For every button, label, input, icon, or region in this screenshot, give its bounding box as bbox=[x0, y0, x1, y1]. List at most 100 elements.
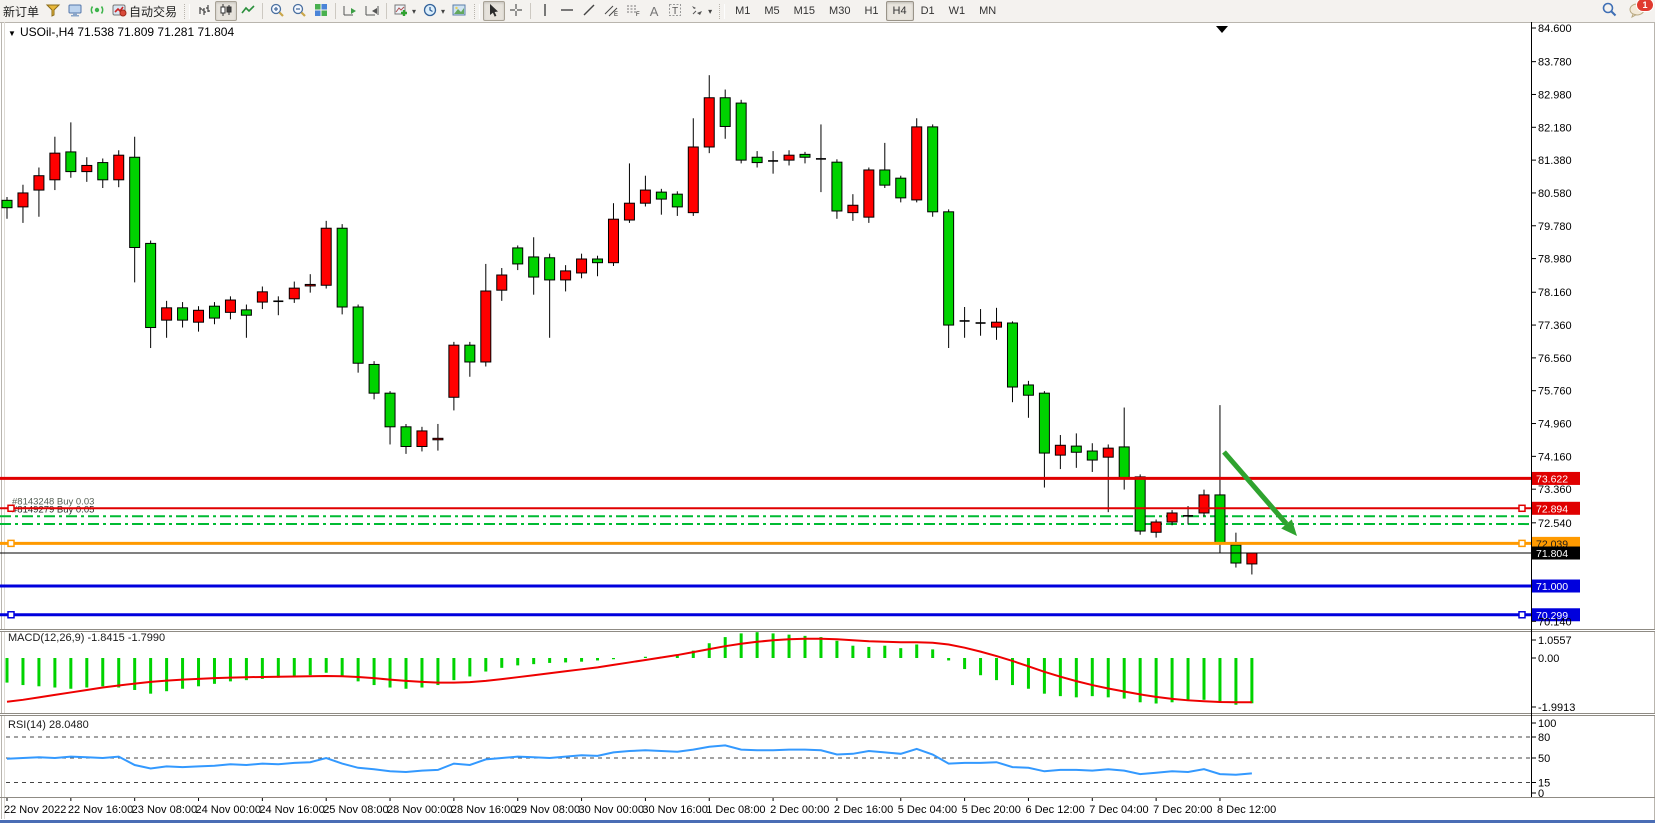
time-axis-label: 28 Nov 00:00 bbox=[387, 804, 452, 816]
cursor-icon bbox=[486, 2, 502, 21]
fibo-sub-label: F bbox=[636, 12, 640, 18]
rsi-label: RSI(14) 28.0480 bbox=[8, 719, 89, 731]
candles-chart-button[interactable] bbox=[215, 1, 238, 21]
price-axis-tick: 70.140 bbox=[1538, 616, 1572, 628]
timeframe-w1-button[interactable]: W1 bbox=[948, 5, 966, 17]
search-icon bbox=[1601, 1, 1618, 21]
macd-pane: MACD(12,26,9) -1.8415 -1.7990 bbox=[5, 632, 1254, 705]
fibonacci-button[interactable]: F bbox=[622, 1, 644, 21]
templates-button[interactable] bbox=[448, 1, 470, 21]
time-axis-label: 5 Dec 20:00 bbox=[962, 804, 1021, 816]
main-toolbar: 新订单 自动交易 ▾ ▾ bbox=[0, 0, 1655, 23]
time-axis-label: 23 Nov 08:00 bbox=[132, 804, 197, 816]
text-icon: A bbox=[649, 3, 659, 19]
toolbar-grip bbox=[184, 3, 191, 19]
chevron-down-icon: ▾ bbox=[412, 6, 417, 16]
macd-axis-tick: 0.00 bbox=[1538, 653, 1559, 665]
time-axis-label: 30 Nov 16:00 bbox=[642, 804, 707, 816]
crosshair-button[interactable] bbox=[505, 1, 527, 21]
channel-sub-label: E bbox=[614, 12, 618, 18]
new-order-label: 新订单 bbox=[3, 4, 40, 19]
toolbar-separator bbox=[530, 3, 532, 19]
arrows-icon bbox=[689, 2, 705, 21]
horizontal-line-icon bbox=[559, 2, 575, 21]
price-line-label: 73.622 bbox=[1536, 473, 1568, 485]
periods-button[interactable]: ▾ bbox=[419, 1, 448, 21]
cursor-button[interactable] bbox=[483, 1, 506, 21]
price-axis-tick: 81.380 bbox=[1538, 155, 1572, 167]
vertical-line-icon bbox=[537, 2, 553, 21]
rsi-axis-tick: 80 bbox=[1538, 732, 1550, 744]
trend-arrow-head bbox=[1281, 519, 1297, 536]
price-axis-tick: 84.600 bbox=[1538, 23, 1572, 35]
timeframe-m30-button[interactable]: M30 bbox=[829, 5, 851, 17]
timeframe-h4-button[interactable]: H4 bbox=[885, 1, 914, 21]
time-axis-label: 7 Dec 04:00 bbox=[1089, 804, 1148, 816]
timeframe-d1-button[interactable]: D1 bbox=[920, 5, 935, 17]
time-axis-label: 2 Dec 16:00 bbox=[834, 804, 893, 816]
chart-shift-button[interactable] bbox=[361, 1, 383, 21]
search-button[interactable] bbox=[1598, 1, 1621, 21]
symbol-dropdown-icon: ▼ bbox=[8, 29, 16, 38]
arrows-button[interactable]: ▾ bbox=[686, 1, 715, 21]
terminal-button[interactable] bbox=[64, 1, 86, 21]
price-axis-tick: 75.760 bbox=[1538, 386, 1572, 398]
channel-button[interactable]: E bbox=[600, 1, 622, 21]
timeframe-m5-button[interactable]: M5 bbox=[764, 5, 780, 17]
timeframe-group: M1 M5 M15 M30 H1 H4 D1 W1 MN bbox=[728, 1, 1003, 21]
zoom-out-icon bbox=[291, 2, 307, 21]
periods-icon bbox=[422, 2, 438, 21]
bars-chart-button[interactable] bbox=[193, 1, 215, 21]
chevron-down-icon: ▾ bbox=[708, 6, 713, 16]
tile-windows-button[interactable] bbox=[310, 1, 332, 21]
timeframe-m15-button[interactable]: M15 bbox=[793, 5, 816, 17]
candles-chart-icon bbox=[218, 2, 234, 21]
line-chart-button[interactable] bbox=[237, 1, 259, 21]
price-axis-tick: 83.780 bbox=[1538, 57, 1572, 69]
horizontal-line-button[interactable] bbox=[556, 1, 578, 21]
zoom-out-button[interactable] bbox=[288, 1, 310, 21]
trendline-button[interactable] bbox=[578, 1, 600, 21]
vertical-line-button[interactable] bbox=[534, 1, 556, 21]
text-button[interactable]: A bbox=[644, 1, 664, 21]
time-axis-label: 29 Nov 08:00 bbox=[515, 804, 580, 816]
autotrading-button[interactable]: 自动交易 bbox=[108, 1, 180, 21]
bars-chart-icon bbox=[196, 2, 212, 21]
price-axis-tick: 80.580 bbox=[1538, 188, 1572, 200]
time-axis-label: 5 Dec 04:00 bbox=[898, 804, 957, 816]
time-axis-label: 25 Nov 08:00 bbox=[323, 804, 388, 816]
rsi-axis-tick: 0 bbox=[1538, 788, 1544, 800]
zoom-in-button[interactable] bbox=[266, 1, 288, 21]
time-axis-label: 8 Dec 12:00 bbox=[1217, 804, 1276, 816]
macd-axis-tick: 1.0557 bbox=[1538, 635, 1572, 647]
rsi-line bbox=[6, 744, 1252, 776]
auto-scroll-button[interactable] bbox=[339, 1, 361, 21]
timeframe-m1-button[interactable]: M1 bbox=[735, 5, 751, 17]
macd-label: MACD(12,26,9) -1.8415 -1.7990 bbox=[8, 632, 165, 644]
price-axis-tick: 78.980 bbox=[1538, 254, 1572, 266]
new-order-button[interactable]: 新订单 bbox=[0, 1, 42, 21]
fibonacci-icon: F bbox=[625, 2, 641, 21]
templates-icon bbox=[451, 2, 467, 21]
time-axis-label: 24 Nov 00:00 bbox=[196, 804, 261, 816]
text-label-button[interactable]: T bbox=[664, 1, 686, 21]
signals-button[interactable] bbox=[86, 1, 108, 21]
chevron-down-icon: ▾ bbox=[441, 6, 446, 16]
toolbar-grip bbox=[474, 3, 481, 19]
price-axis-tick: 82.180 bbox=[1538, 122, 1572, 134]
rsi-axis-tick: 50 bbox=[1538, 753, 1550, 765]
rsi-axis-tick: 100 bbox=[1538, 718, 1556, 730]
indicators-button[interactable]: ▾ bbox=[390, 1, 419, 21]
time-axis-label: 30 Nov 00:00 bbox=[579, 804, 644, 816]
chart-window[interactable]: #8143248 Buy 0.03 #8149279 Buy 0.05 MACD(1… bbox=[0, 22, 1655, 823]
order-label: #8149279 Buy 0.05 bbox=[12, 504, 94, 515]
funnel-button[interactable] bbox=[42, 1, 64, 21]
auto-scroll-icon bbox=[342, 2, 358, 21]
notifications-button[interactable]: 1 bbox=[1625, 0, 1654, 21]
toolbar-separator bbox=[335, 3, 337, 19]
timeframe-h1-button[interactable]: H1 bbox=[864, 5, 879, 17]
timeframe-mn-button[interactable]: MN bbox=[979, 5, 997, 17]
text-label-icon: T bbox=[667, 2, 683, 21]
candles-layer bbox=[1, 75, 1258, 575]
